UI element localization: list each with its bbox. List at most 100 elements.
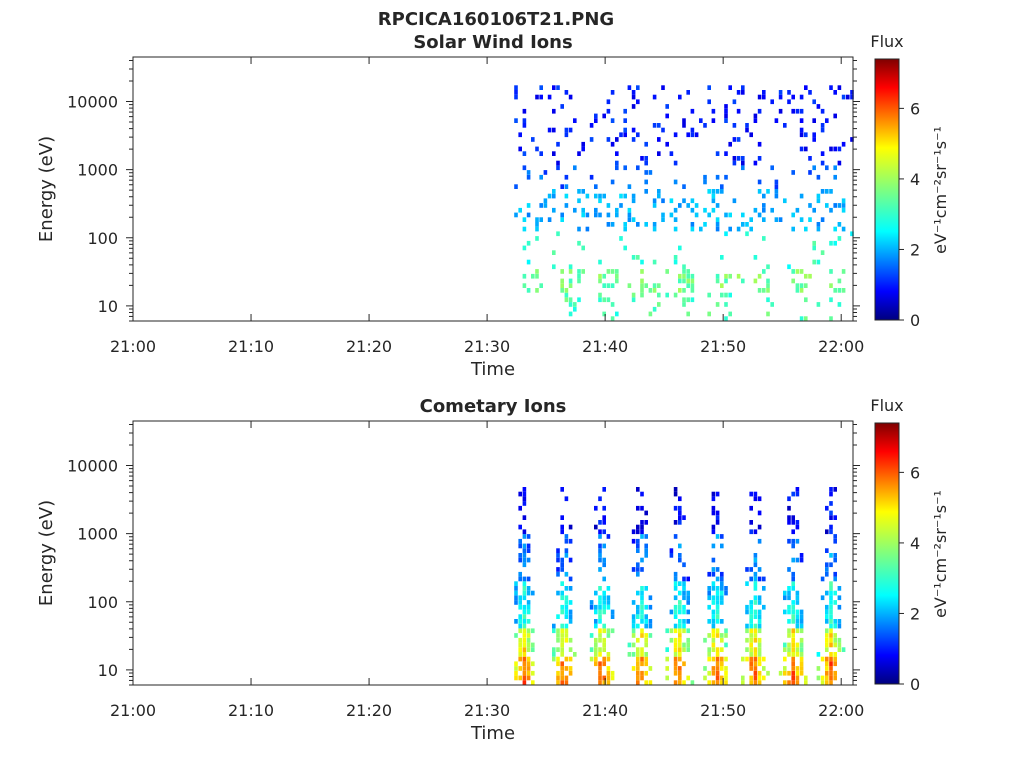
heatmap-cell [522, 245, 527, 251]
heatmap-cell [640, 661, 644, 667]
heatmap-cell [690, 132, 695, 138]
heatmap-cell [594, 642, 598, 648]
heatmap-cell [594, 647, 598, 652]
solar-wind-colorbar-label: Flux [870, 32, 903, 51]
heatmap-cell [640, 278, 644, 284]
heatmap-cell [636, 675, 640, 681]
heatmap-cell [804, 316, 808, 321]
heatmap-cell [594, 207, 598, 213]
heatmap-cell [648, 623, 653, 629]
heatmap-cell [606, 656, 611, 662]
heatmap-cell [644, 189, 648, 194]
heatmap-cell [589, 604, 594, 610]
heatmap-cell [799, 623, 804, 629]
heatmap-cell [778, 108, 783, 114]
heatmap-cell [606, 595, 611, 601]
heatmap-cell [522, 529, 527, 535]
heatmap-cell [535, 273, 539, 279]
heatmap-cell [556, 85, 560, 90]
heatmap-cell [829, 240, 833, 246]
heatmap-cell [522, 623, 527, 629]
heatmap-cell [673, 226, 678, 232]
heatmap-cell [526, 586, 531, 591]
heatmap-cell [556, 590, 560, 596]
heatmap-cell [661, 217, 665, 222]
heatmap-cell [820, 160, 825, 166]
heatmap-cell [804, 297, 808, 303]
heatmap-cell [799, 647, 804, 652]
heatmap-cell [825, 647, 829, 652]
heatmap-cell [795, 628, 800, 634]
heatmap-cell [631, 94, 636, 100]
heatmap-cell [829, 642, 833, 648]
heatmap-cell [602, 656, 606, 662]
heatmap-cell [640, 590, 644, 596]
heatmap-cell [531, 137, 535, 142]
heatmap-cell [518, 576, 522, 582]
heatmap-cell [753, 633, 758, 638]
x-tick-label: 21:00 [110, 701, 156, 720]
heatmap-cell [531, 661, 535, 667]
heatmap-cell [564, 297, 569, 303]
cometary-colorbar-label: Flux [870, 396, 903, 415]
heatmap-cell [560, 557, 564, 563]
heatmap-cell [711, 581, 716, 586]
heatmap-cell [783, 595, 787, 601]
heatmap-cell [778, 217, 783, 222]
heatmap-cell [526, 203, 531, 208]
heatmap-cell [589, 656, 594, 662]
heatmap-cell [640, 259, 644, 265]
heatmap-cell [711, 642, 716, 648]
heatmap-cell [602, 590, 606, 596]
heatmap-cell [652, 283, 657, 288]
heatmap-cell [829, 316, 833, 321]
heatmap-cell [631, 529, 636, 535]
heatmap-cell [640, 534, 644, 539]
heatmap-cell [791, 656, 795, 662]
heatmap-cell [610, 90, 615, 95]
heatmap-cell [753, 562, 758, 568]
heatmap-cell [564, 604, 569, 610]
heatmap-cell [522, 604, 527, 610]
heatmap-cell [526, 170, 531, 175]
heatmap-cell [825, 609, 829, 615]
heatmap-cell [610, 141, 615, 147]
heatmap-cell [598, 496, 602, 502]
heatmap-cell [564, 637, 569, 643]
heatmap-cell [686, 269, 690, 274]
heatmap-cell [829, 586, 833, 591]
heatmap-cell [564, 90, 569, 95]
heatmap-cell [745, 604, 749, 610]
heatmap-cell [795, 623, 800, 629]
solar-wind-panel: Solar Wind Ions 21:00 21:10 21:20 21:30 21:4… [36, 32, 950, 380]
heatmap-cell [787, 633, 791, 638]
heatmap-cell [598, 647, 602, 652]
heatmap-cell [757, 510, 762, 516]
heatmap-cell [518, 595, 522, 601]
heatmap-cell [749, 666, 753, 671]
heatmap-cell [522, 628, 527, 634]
heatmap-cell [728, 311, 732, 317]
heatmap-cell [703, 174, 707, 180]
heatmap-cell [678, 245, 682, 251]
heatmap-cell [833, 557, 837, 563]
heatmap-cell [560, 217, 564, 222]
heatmap-cell [552, 108, 556, 114]
heatmap-cell [791, 581, 795, 586]
heatmap-cell [682, 515, 686, 520]
heatmap-cell [711, 557, 716, 563]
heatmap-cell [795, 609, 800, 615]
heatmap-cell [829, 652, 833, 657]
heatmap-cell [829, 661, 833, 667]
heatmap-cell [636, 99, 640, 105]
heatmap-cell [715, 189, 720, 194]
heatmap-cell [715, 666, 720, 671]
heatmap-cell [711, 637, 716, 643]
heatmap-cell [598, 619, 602, 624]
heatmap-cell [757, 680, 762, 685]
heatmap-cell [741, 160, 745, 166]
heatmap-cell [711, 505, 716, 511]
heatmap-cell [753, 586, 758, 591]
heatmap-cell [556, 661, 560, 667]
heatmap-cell [678, 273, 682, 279]
